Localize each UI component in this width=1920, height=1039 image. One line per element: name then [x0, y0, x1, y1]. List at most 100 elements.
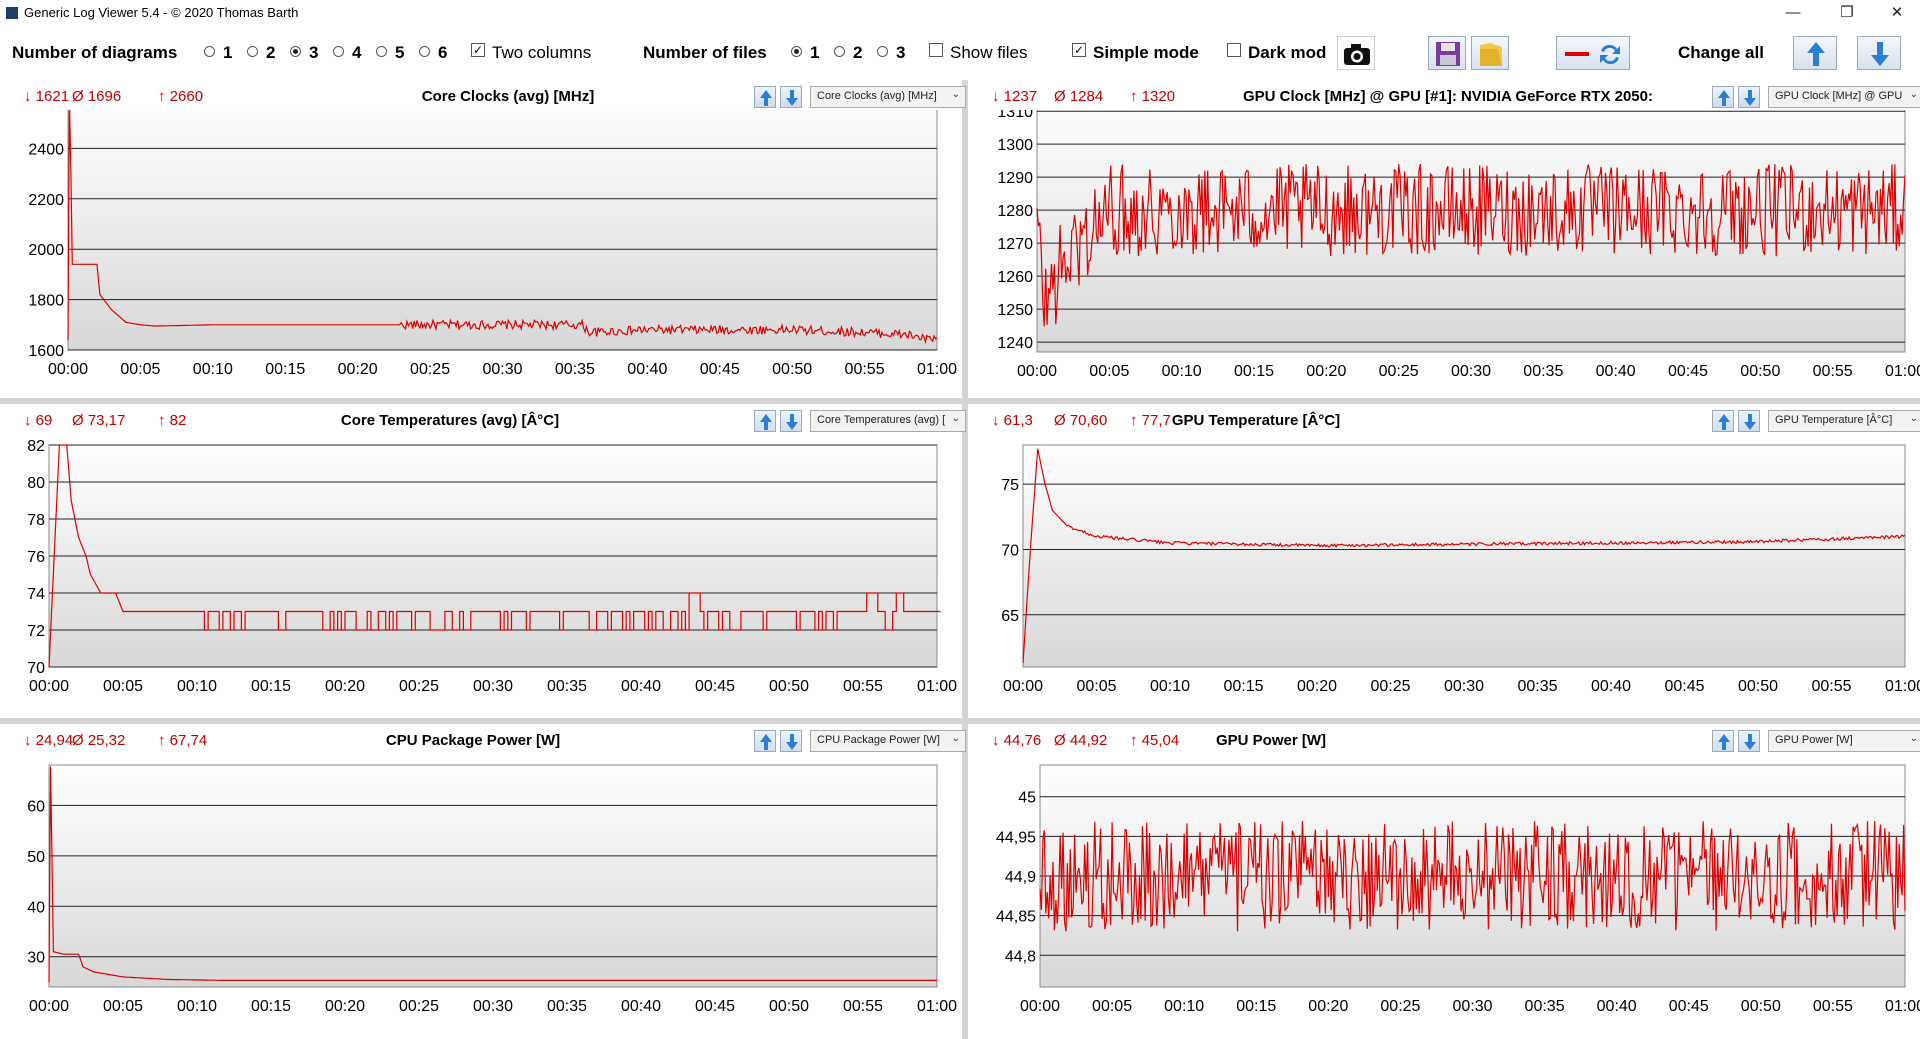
row-divider — [0, 398, 1920, 404]
x-tick-label: 00:15 — [265, 361, 305, 378]
diagram-radio-label: 2 — [266, 43, 276, 62]
diagram-radio-1[interactable] — [204, 46, 215, 57]
dark-mode-checkbox[interactable] — [1227, 43, 1241, 57]
series-select[interactable]: CPU Package Power [W] ⌄ — [810, 730, 966, 752]
diagram-radio-2[interactable] — [247, 46, 258, 57]
move-down-button[interactable] — [780, 410, 802, 432]
move-down-button[interactable] — [780, 730, 802, 752]
simple-mode-label: Simple mode — [1093, 43, 1199, 62]
x-tick-label: 00:10 — [193, 361, 233, 378]
series-select[interactable]: GPU Temperature [Â°C] ⌄ — [1768, 410, 1920, 432]
move-up-button[interactable] — [1712, 410, 1734, 432]
x-tick-label: 00:00 — [29, 678, 69, 695]
diagram-radio-3[interactable] — [290, 46, 301, 57]
screenshot-button[interactable] — [1337, 36, 1375, 70]
x-tick-label: 00:30 — [1444, 678, 1484, 695]
move-up-button[interactable] — [754, 86, 776, 108]
move-up-button[interactable] — [1712, 730, 1734, 752]
x-tick-label: 00:20 — [325, 998, 365, 1015]
x-tick-label: 01:00 — [917, 998, 957, 1015]
x-tick-label: 00:20 — [338, 361, 378, 378]
x-tick-label: 00:40 — [1591, 678, 1631, 695]
diagram-panel: ↓ 44,76 Ø 44,92 ↑ 45,04 GPU Power [W] GPU Po… — [968, 724, 1920, 1039]
save-button[interactable] — [1428, 36, 1466, 70]
series-select[interactable]: GPU Power [W] ⌄ — [1768, 730, 1920, 752]
y-tick-label: 40 — [27, 899, 45, 916]
diagram-radio-label: 3 — [309, 43, 319, 62]
move-down-button[interactable] — [1738, 86, 1760, 108]
x-tick-label: 00:35 — [555, 361, 595, 378]
x-tick-label: 00:55 — [845, 361, 885, 378]
x-tick-label: 01:00 — [917, 361, 957, 378]
diagram-panel: ↓ 1237 Ø 1284 ↑ 1320 GPU Clock [MHz] @ GPU … — [968, 80, 1920, 398]
move-down-button[interactable] — [1738, 730, 1760, 752]
simple-mode-checkbox[interactable]: ✓ — [1072, 43, 1086, 57]
chevron-down-icon: ⌄ — [1909, 89, 1918, 100]
series-select-value: CPU Package Power [W] — [817, 734, 940, 746]
y-tick-label: 2400 — [28, 141, 64, 158]
x-tick-label: 00:25 — [399, 678, 439, 695]
show-files-checkbox[interactable] — [929, 43, 943, 57]
stat-avg: Ø 25,32 — [72, 732, 126, 749]
x-tick-label: 00:15 — [251, 678, 291, 695]
close-button[interactable]: ✕ — [1890, 4, 1904, 21]
arrow-up-icon — [1807, 42, 1825, 66]
minimize-button[interactable]: — — [1785, 4, 1801, 21]
window-title: Generic Log Viewer 5.4 - © 2020 Thomas B… — [24, 5, 299, 20]
diagram-panel: ↓ 61,3 Ø 70,60 ↑ 77,7 GPU Temperature [Â°C]… — [968, 404, 1920, 718]
series-select[interactable]: Core Clocks (avg) [MHz] ⌄ — [810, 86, 966, 108]
x-tick-label: 00:00 — [1020, 998, 1060, 1015]
arrow-down-icon — [1871, 42, 1889, 66]
y-tick-label: 76 — [27, 549, 45, 566]
move-up-button[interactable] — [754, 410, 776, 432]
diagram-header: ↓ 69 Ø 73,17 ↑ 82 Core Temperatures (avg) [… — [0, 404, 992, 434]
series-select[interactable]: Core Temperatures (avg) [⌄ — [810, 410, 966, 432]
move-up-button[interactable] — [754, 730, 776, 752]
y-tick-label: 2000 — [28, 242, 64, 259]
app-icon — [6, 7, 18, 19]
plot-area — [1036, 110, 1906, 353]
camera-icon — [1344, 44, 1370, 65]
y-tick-label: 44,9 — [1005, 869, 1036, 886]
file-radio-1[interactable] — [791, 46, 802, 57]
diagram-radio-5[interactable] — [376, 46, 387, 57]
stat-max: ↑ 2660 — [158, 88, 204, 105]
all-down-button[interactable] — [1857, 36, 1901, 70]
x-tick-label: 00:45 — [700, 361, 740, 378]
all-up-button[interactable] — [1793, 36, 1837, 70]
swap-color-button[interactable] — [1556, 36, 1630, 70]
move-down-button[interactable] — [1738, 410, 1760, 432]
series-select[interactable]: GPU Clock [MHz] @ GPU ⌄ — [1768, 86, 1920, 108]
x-tick-label: 00:35 — [1525, 998, 1565, 1015]
stat-min: ↓ 1237 — [992, 88, 1038, 105]
file-radio-label: 2 — [853, 43, 863, 62]
y-tick-label: 80 — [27, 475, 45, 492]
x-tick-label: 00:50 — [769, 678, 809, 695]
x-tick-label: 00:05 — [103, 678, 143, 695]
y-tick-label: 70 — [1001, 542, 1019, 559]
arrow-up-icon — [1718, 90, 1730, 106]
x-tick-label: 00:15 — [1236, 998, 1276, 1015]
diagram-radio-6[interactable] — [419, 46, 430, 57]
x-tick-label: 00:45 — [1669, 998, 1709, 1015]
file-radio-3[interactable] — [877, 46, 888, 57]
toolbar: Number of diagrams 1 2 3 4 5 6 ✓ Two col… — [0, 26, 1920, 82]
x-tick-label: 00:00 — [48, 361, 88, 378]
move-up-button[interactable] — [1712, 86, 1734, 108]
title-bar: Generic Log Viewer 5.4 - © 2020 Thomas B… — [0, 0, 1920, 27]
move-down-button[interactable] — [780, 86, 802, 108]
x-tick-label: 00:25 — [399, 998, 439, 1015]
series-select-value: Core Temperatures (avg) [ — [817, 414, 946, 426]
x-tick-label: 00:30 — [1451, 363, 1491, 380]
y-tick-label: 75 — [1001, 477, 1019, 494]
x-tick-label: 00:45 — [1668, 363, 1708, 380]
maximize-button[interactable]: ❐ — [1840, 4, 1854, 21]
open-folder-button[interactable] — [1471, 36, 1509, 70]
diagram-radio-4[interactable] — [333, 46, 344, 57]
file-radio-2[interactable] — [834, 46, 845, 57]
stat-min: ↓ 24,94 — [24, 732, 74, 749]
floppy-disk-icon — [1436, 42, 1460, 66]
two-columns-checkbox[interactable]: ✓ — [471, 43, 485, 57]
chevron-down-icon: ⌄ — [951, 733, 960, 744]
x-tick-label: 00:25 — [1380, 998, 1420, 1015]
